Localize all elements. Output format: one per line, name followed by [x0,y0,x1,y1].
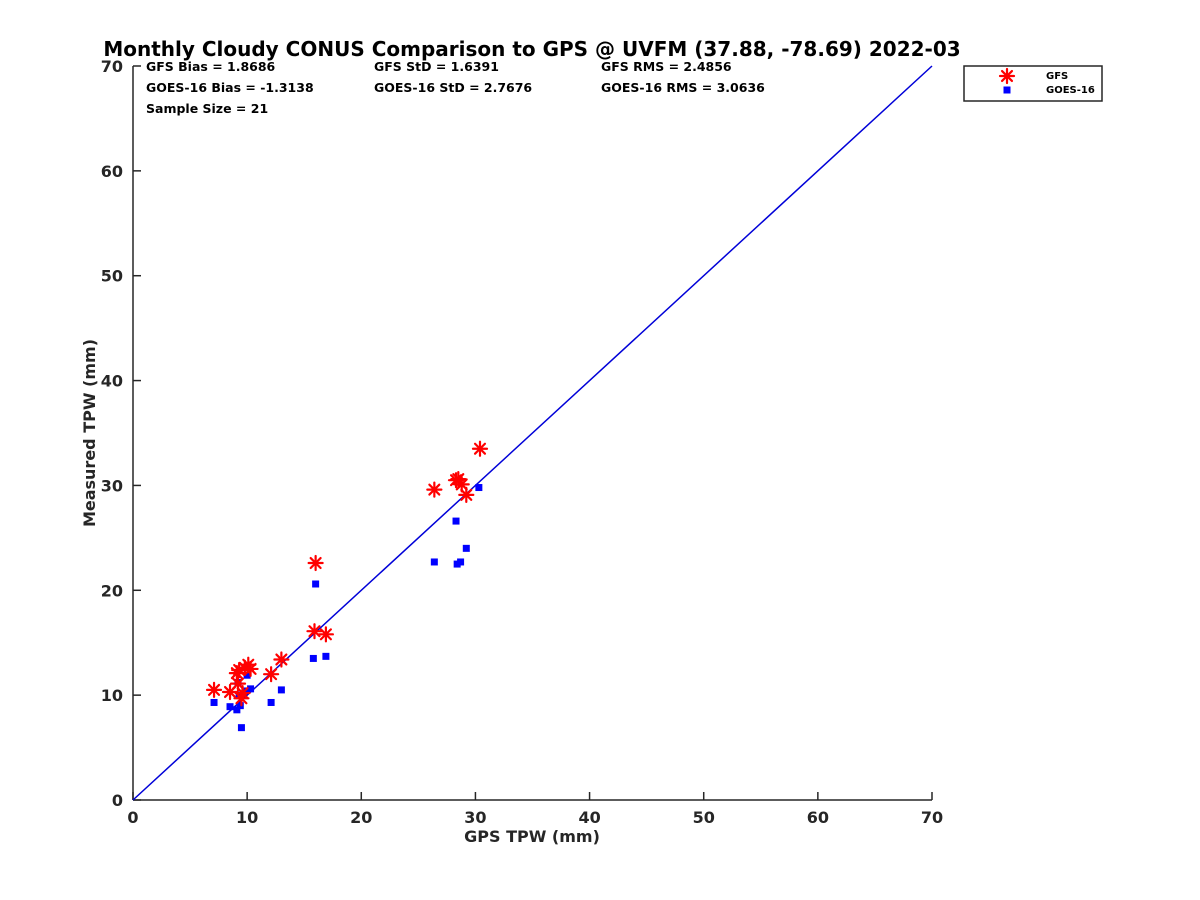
goes-16-point [267,698,275,706]
x-tick-label: 40 [578,808,600,827]
x-tick-label: 60 [807,808,829,827]
gfs-point [205,681,223,699]
gfs-point [234,684,251,702]
legend-goes-square [1003,86,1011,94]
gfs-point [453,476,470,493]
stat-goes-std: GOES-16 StD = 2.7676 [374,80,532,95]
goes-16-point [430,558,438,566]
legend-gfs-marker [998,67,1016,85]
gfs-point [273,651,290,668]
y-axis-label: Measured TPW (mm) [80,339,99,527]
y-tick-label: 30 [101,476,123,495]
goes-16-point [277,686,285,694]
x-axis-label: GPS TPW (mm) [464,827,600,846]
legend-box [963,65,1103,102]
x-tick-label: 10 [236,808,258,827]
stat-gfs-bias: GFS Bias = 1.8686 [146,59,276,74]
gfs-point [471,440,489,457]
goes-16-point [312,580,320,588]
x-tick-label: 0 [127,808,138,827]
gfs-point [458,486,475,503]
gfs-point [317,626,335,643]
x-tick-label: 70 [921,808,943,827]
legend-gfs-label: GFS [1046,71,1068,82]
legend-gfs-asterisk [998,67,1016,85]
y-tick-label: 10 [101,686,123,705]
stat-goes-bias: GOES-16 Bias = -1.3138 [146,80,314,95]
stat-sample-size: Sample Size = 21 [146,101,268,116]
series-gfs [205,440,489,707]
goes-16-point [457,558,465,566]
goes-16-point [462,544,470,552]
goes-16-point [226,703,234,711]
goes-16-point [475,484,483,492]
gfs-point [263,666,280,683]
gfs-point [242,660,259,678]
y-tick-label: 20 [101,581,123,600]
y-tick-label: 0 [112,791,123,810]
stat-gfs-std: GFS StD = 1.6391 [374,59,499,74]
goes-16-point [236,702,244,710]
goes-16-point [247,685,255,693]
y-ticks: 0 10 20 30 40 50 60 70 [101,57,141,810]
goes-16-point [237,724,245,732]
y-tick-label: 40 [101,372,123,391]
x-tick-label: 20 [350,808,372,827]
y-tick-label: 70 [101,57,123,76]
goes-16-point [309,654,317,662]
y-tick-label: 60 [101,162,123,181]
legend-goes-marker [1003,86,1011,94]
y-tick-label: 50 [101,267,123,286]
goes-16-point [322,652,330,660]
legend-goes-label: GOES-16 [1046,85,1095,96]
goes-16-point [452,517,460,525]
x-ticks: 0 10 20 30 40 50 60 70 [127,792,943,827]
series-goes-16 [210,484,483,732]
gfs-point [426,481,443,498]
goes-16-point [210,698,218,706]
stat-goes-rms: GOES-16 RMS = 3.0636 [601,80,765,95]
gfs-point [307,554,324,572]
gfs-point [306,623,323,640]
x-tick-label: 30 [464,808,486,827]
gfs-point [229,675,247,692]
goes-16-point [243,671,251,679]
x-tick-label: 50 [693,808,715,827]
chart-title: Monthly Cloudy CONUS Comparison to GPS @… [103,37,960,61]
legend: GFS GOES-16 [963,65,1103,102]
stat-gfs-rms: GFS RMS = 2.4856 [601,59,732,74]
goes-16-point [233,706,241,714]
